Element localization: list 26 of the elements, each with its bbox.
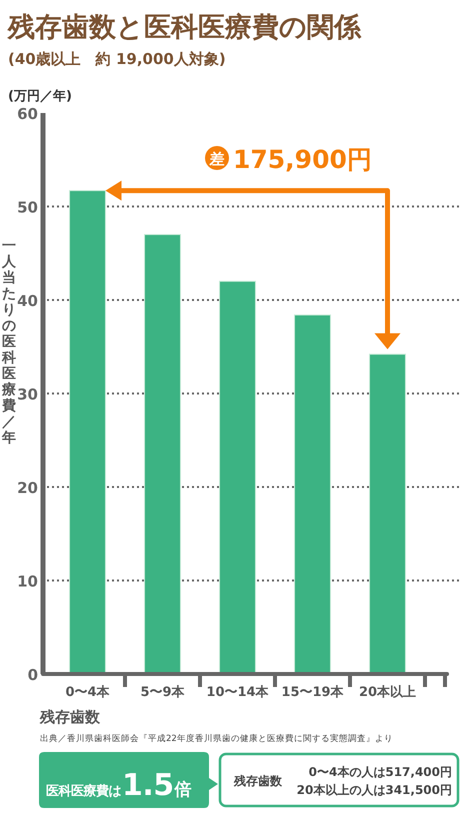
text: 残存歯数 (233, 774, 283, 788)
x-tick-label: 10〜14本 (206, 685, 270, 700)
x-tick-label: 5〜9本 (140, 685, 186, 700)
annotation: 差 (208, 150, 224, 168)
x-axis-title: 残存歯数 (39, 708, 101, 726)
x-tick-label: 15〜19本 (281, 685, 345, 700)
y-tick-label: 40 (17, 292, 38, 310)
y-tick-label: 60 (17, 105, 38, 123)
text: 1.5 (122, 768, 174, 803)
y-tick-label: 10 (17, 572, 38, 590)
y-tick-label: 20 (17, 479, 38, 497)
x-tick-label: 20本以上 (358, 685, 416, 700)
text: 0〜4本の人は517,400円 (308, 765, 452, 779)
text: 20本以上の人は341,500円 (296, 783, 452, 797)
annotation: 175,900円 (233, 145, 372, 174)
chart-subtitle: (40歳以上 約 19,000人対象) (8, 50, 226, 68)
text: 医科医療費は (46, 783, 122, 799)
text: (万円／年) (8, 89, 72, 104)
y-tick-label: 0 (28, 666, 38, 684)
y-tick-label: 30 (17, 386, 38, 404)
text: 倍 (174, 780, 192, 800)
chart-title: 残存歯数と医科医療費の関係 (7, 12, 362, 43)
y-tick-label: 50 (17, 198, 38, 216)
x-tick-label: 0〜4本 (65, 685, 111, 700)
text: 一人当たりの医科医療費／年 (2, 238, 16, 446)
source-note: 出典／香川県歯科医師会『平成22年度香川県歯の健康と医療費に関する実態調査』より (40, 733, 393, 744)
